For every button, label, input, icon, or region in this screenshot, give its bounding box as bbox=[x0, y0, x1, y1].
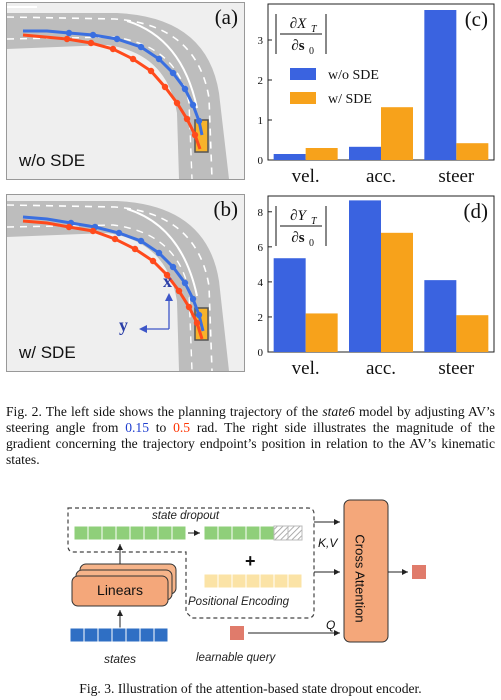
chart-d-frac-num-sub: T bbox=[311, 216, 318, 227]
chart-c-legend-swatch-0 bbox=[290, 68, 316, 80]
chart-d-frac-num: ∂Y bbox=[290, 208, 307, 224]
green-tokens-right bbox=[203, 525, 303, 541]
chart-c-frac-num: ∂X bbox=[290, 16, 307, 32]
positional-encoding-tokens bbox=[203, 573, 303, 589]
panel-b-scene bbox=[7, 195, 244, 371]
chart-c-ytick-label-0: 0 bbox=[258, 155, 264, 167]
chart-d-xtick-label-1: acc. bbox=[366, 358, 396, 379]
chart-c-legend-swatch-1 bbox=[290, 92, 316, 104]
chart-d-xtick-label-2: steer bbox=[438, 358, 475, 379]
panel-b-label: w/ SDE bbox=[19, 343, 76, 362]
chart-c-ytick-label-3: 3 bbox=[258, 35, 264, 47]
chart-d-ytick-label-0: 0 bbox=[258, 347, 264, 359]
panel-b-road-image: (b) w/ SDE x y bbox=[6, 194, 245, 372]
fig2-caption-from-value: 0.15 bbox=[125, 420, 149, 435]
chart-c-frac-den: ∂s bbox=[291, 38, 304, 54]
cross-attention-label: Cross Attention bbox=[352, 534, 368, 623]
state-tokens bbox=[69, 627, 169, 643]
chart-d-bar-2-0 bbox=[424, 280, 457, 352]
fig2-caption-part2: model by adjusting AV’s steering angle f… bbox=[6, 404, 495, 435]
chart-d-ytick-label-2: 4 bbox=[258, 277, 264, 289]
chart-c-bar-2-1 bbox=[456, 143, 489, 160]
chart-d-frac-den: ∂s bbox=[291, 230, 304, 246]
fig2-caption-part4: rad. The right side illustrates the magn… bbox=[6, 420, 496, 467]
chart-c-legend-label-1: w/ SDE bbox=[328, 92, 372, 107]
chart-c-ytick-label-1: 1 bbox=[258, 115, 264, 127]
chart-c-bar-1-1 bbox=[381, 107, 413, 160]
chart-c-xtick-label-2: steer bbox=[438, 166, 475, 187]
panel-a-label: w/o SDE bbox=[19, 151, 86, 170]
chart-d-ytick-label-1: 2 bbox=[258, 312, 264, 324]
chart-c-bar-1-0 bbox=[349, 146, 381, 160]
chart-d-frac-den-sub: 0 bbox=[309, 238, 314, 249]
fig2-caption: Fig. 2. The left side shows the planning… bbox=[6, 404, 495, 468]
chart-c-bar-2-0 bbox=[424, 10, 457, 160]
chart-c-ytick-label-2: 2 bbox=[258, 75, 264, 87]
chart-c-legend-label-0: w/o SDE bbox=[328, 68, 379, 83]
panel-a-scene bbox=[7, 3, 244, 179]
fig2-caption-to-value: 0.5 bbox=[173, 420, 191, 435]
cross-attention-box bbox=[343, 499, 389, 643]
chart-c-xtick-label-0: vel. bbox=[292, 166, 320, 187]
plus-sign: + bbox=[245, 551, 256, 571]
panel-a-road-image: (a) w/o SDE bbox=[6, 2, 245, 180]
chart-d-bar-0-1 bbox=[305, 313, 338, 352]
chart-d-bar-1-0 bbox=[349, 200, 381, 352]
fig2-caption-part1: Fig. 2. The left side shows the planning… bbox=[6, 404, 323, 419]
fig2-caption-part3: to bbox=[149, 420, 174, 435]
chart-d-ytick-label-4: 8 bbox=[258, 207, 264, 219]
q-label: Q bbox=[326, 618, 336, 632]
state-dropout-region bbox=[67, 507, 315, 619]
chart-d-bar-1-1 bbox=[381, 232, 413, 352]
chart-c-letter: (c) bbox=[465, 7, 488, 31]
panel-a-letter: (a) bbox=[214, 5, 238, 29]
chart-d-bar-2-1 bbox=[456, 315, 489, 352]
chart-d-letter: (d) bbox=[464, 199, 489, 223]
chart-c-frac-num-sub: T bbox=[311, 24, 318, 35]
positional-encoding-label: Positional Encoding bbox=[188, 596, 290, 608]
linears-label: Linears bbox=[97, 582, 143, 598]
fig3-caption: Fig. 3. Illustration of the attention-ba… bbox=[79, 681, 422, 696]
chart-c-bar-0-0 bbox=[273, 154, 306, 160]
learnable-query-label: learnable query bbox=[196, 652, 276, 664]
fig2-caption-model: state6 bbox=[322, 404, 355, 419]
linears-box bbox=[71, 575, 169, 607]
axis-y-label: y bbox=[119, 315, 128, 335]
chart-d: 0 2 4 6 8 vel. acc. steer (d) ∂Y T ∂s 0 bbox=[258, 195, 495, 379]
states-label: states bbox=[103, 652, 136, 666]
output-token bbox=[412, 565, 426, 579]
kv-label: K,V bbox=[318, 536, 338, 550]
chart-c-frac-den-sub: 0 bbox=[309, 46, 314, 57]
chart-d-ytick-label-3: 6 bbox=[258, 242, 264, 254]
chart-c-xtick-label-1: acc. bbox=[366, 166, 396, 187]
state-dropout-label: state dropout bbox=[152, 510, 220, 522]
learnable-query-token bbox=[230, 626, 244, 640]
axis-x-label: x bbox=[163, 271, 172, 291]
chart-c: 0 1 2 3 vel. acc. steer (c) ∂X T ∂s 0 w/o SDE w/ SDE bbox=[258, 3, 495, 187]
chart-d-xtick-label-0: vel. bbox=[292, 358, 320, 379]
encoder-diagram bbox=[67, 499, 426, 643]
green-tokens-left bbox=[73, 525, 187, 541]
panel-b-letter: (b) bbox=[213, 197, 239, 221]
chart-d-bar-0-0 bbox=[273, 258, 306, 352]
chart-c-bar-0-1 bbox=[305, 148, 338, 160]
